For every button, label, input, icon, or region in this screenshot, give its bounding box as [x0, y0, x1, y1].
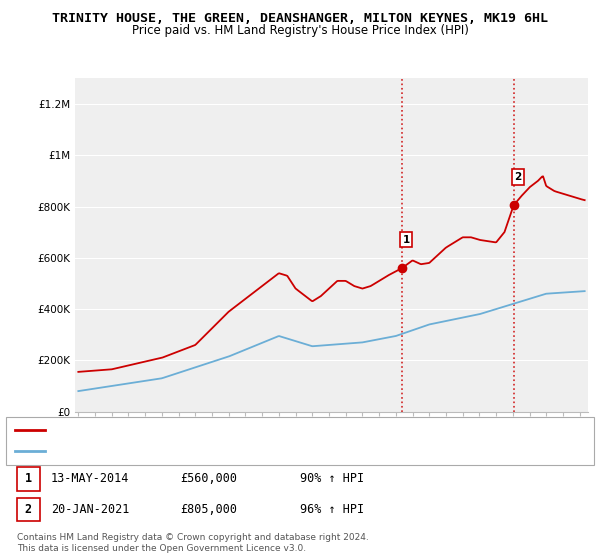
Text: Contains HM Land Registry data © Crown copyright and database right 2024.
This d: Contains HM Land Registry data © Crown c… — [17, 533, 368, 553]
Text: Price paid vs. HM Land Registry's House Price Index (HPI): Price paid vs. HM Land Registry's House … — [131, 24, 469, 36]
Text: £560,000: £560,000 — [180, 472, 237, 486]
Text: 1: 1 — [25, 472, 32, 486]
Text: TRINITY HOUSE, THE GREEN, DEANSHANGER, MILTON KEYNES, MK19 6HL (detached hous: TRINITY HOUSE, THE GREEN, DEANSHANGER, M… — [49, 424, 549, 435]
Text: £805,000: £805,000 — [180, 503, 237, 516]
Text: 96% ↑ HPI: 96% ↑ HPI — [300, 503, 364, 516]
Text: 90% ↑ HPI: 90% ↑ HPI — [300, 472, 364, 486]
Text: TRINITY HOUSE, THE GREEN, DEANSHANGER, MILTON KEYNES, MK19 6HL: TRINITY HOUSE, THE GREEN, DEANSHANGER, M… — [52, 12, 548, 25]
Text: 1: 1 — [403, 235, 410, 245]
Text: 13-MAY-2014: 13-MAY-2014 — [51, 472, 130, 486]
Text: 20-JAN-2021: 20-JAN-2021 — [51, 503, 130, 516]
Text: HPI: Average price, detached house, West Northamptonshire: HPI: Average price, detached house, West… — [49, 446, 388, 456]
Text: 2: 2 — [514, 172, 521, 182]
Text: 2: 2 — [25, 503, 32, 516]
